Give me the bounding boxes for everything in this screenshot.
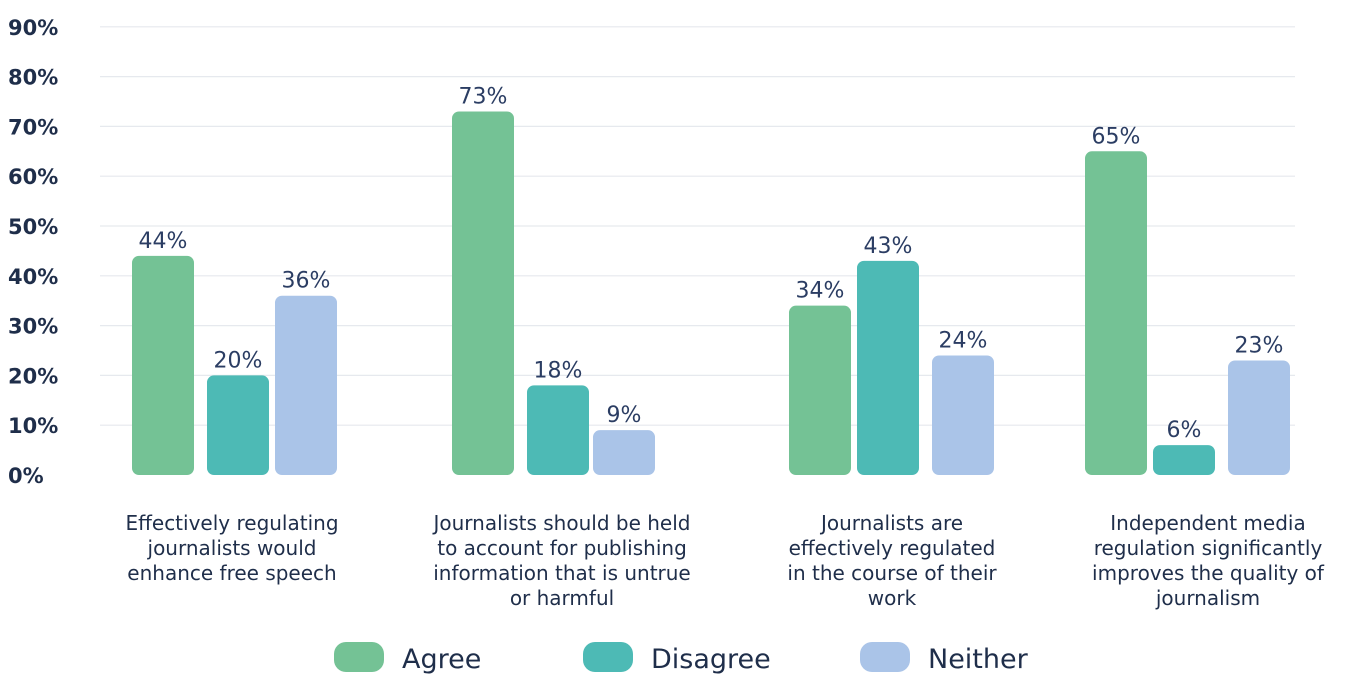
legend-swatch-disagree bbox=[583, 642, 633, 672]
value-labels: 44% 73% 34% 65% 20% 18% 43% 6% 36% 9% 24% 23% bbox=[139, 84, 1284, 443]
value-label-neither-2: 9% bbox=[607, 403, 642, 428]
category-labels: Effectively regulating journalists would e… bbox=[125, 511, 1324, 610]
bars bbox=[132, 111, 1290, 476]
y-tick-label: 90% bbox=[8, 16, 58, 40]
value-label-agree-3: 34% bbox=[796, 279, 845, 304]
bar-disagree-3 bbox=[857, 260, 919, 475]
legend-label-neither: Neither bbox=[928, 644, 1029, 675]
legend-label-disagree: Disagree bbox=[651, 644, 771, 675]
value-label-neither-3: 24% bbox=[939, 328, 988, 353]
legend-swatch-agree bbox=[334, 642, 384, 672]
y-tick-label: 40% bbox=[8, 265, 58, 289]
y-tick-label: 50% bbox=[8, 215, 58, 239]
bar-agree-4 bbox=[1085, 151, 1147, 476]
value-label-agree-1: 44% bbox=[139, 229, 188, 254]
category-label-2: Journalists should be held to account for… bbox=[432, 511, 691, 610]
bar-agree-3 bbox=[789, 305, 851, 475]
bar-disagree-2 bbox=[527, 385, 589, 475]
bar-agree-2 bbox=[452, 111, 514, 476]
value-label-agree-2: 73% bbox=[459, 84, 508, 109]
bar-neither-1 bbox=[275, 295, 337, 475]
legend: Agree Disagree Neither bbox=[334, 642, 1029, 675]
y-tick-label: 70% bbox=[8, 115, 58, 139]
value-label-neither-4: 23% bbox=[1235, 333, 1284, 358]
value-label-neither-1: 36% bbox=[282, 269, 331, 294]
bar-disagree-1 bbox=[207, 375, 269, 475]
legend-swatch-neither bbox=[860, 642, 910, 672]
y-tick-label: 80% bbox=[8, 66, 58, 90]
value-label-disagree-1: 20% bbox=[214, 348, 263, 373]
y-tick-label: 30% bbox=[8, 315, 58, 339]
bar-disagree-4 bbox=[1153, 445, 1215, 475]
bar-agree-1 bbox=[132, 255, 194, 475]
y-tick-label: 10% bbox=[8, 414, 58, 438]
legend-label-agree: Agree bbox=[402, 644, 481, 675]
category-label-3: Journalists are effectively regulated in t… bbox=[787, 511, 997, 610]
bar-neither-3 bbox=[932, 355, 994, 475]
bar-neither-2 bbox=[593, 430, 655, 475]
value-label-disagree-2: 18% bbox=[534, 358, 583, 383]
y-tick-label: 0% bbox=[8, 464, 44, 488]
category-label-4: Independent media regulation significantl… bbox=[1092, 511, 1325, 610]
y-tick-label: 60% bbox=[8, 165, 58, 189]
y-tick-label: 20% bbox=[8, 364, 58, 388]
category-label-1: Effectively regulating journalists would e… bbox=[125, 511, 338, 585]
value-label-disagree-3: 43% bbox=[864, 234, 913, 259]
bar-neither-4 bbox=[1228, 360, 1290, 475]
value-label-agree-4: 65% bbox=[1092, 124, 1141, 149]
y-axis: 0% 10% 20% 30% 40% 50% 60% 70% 80% 90% bbox=[8, 16, 58, 488]
value-label-disagree-4: 6% bbox=[1167, 418, 1202, 443]
